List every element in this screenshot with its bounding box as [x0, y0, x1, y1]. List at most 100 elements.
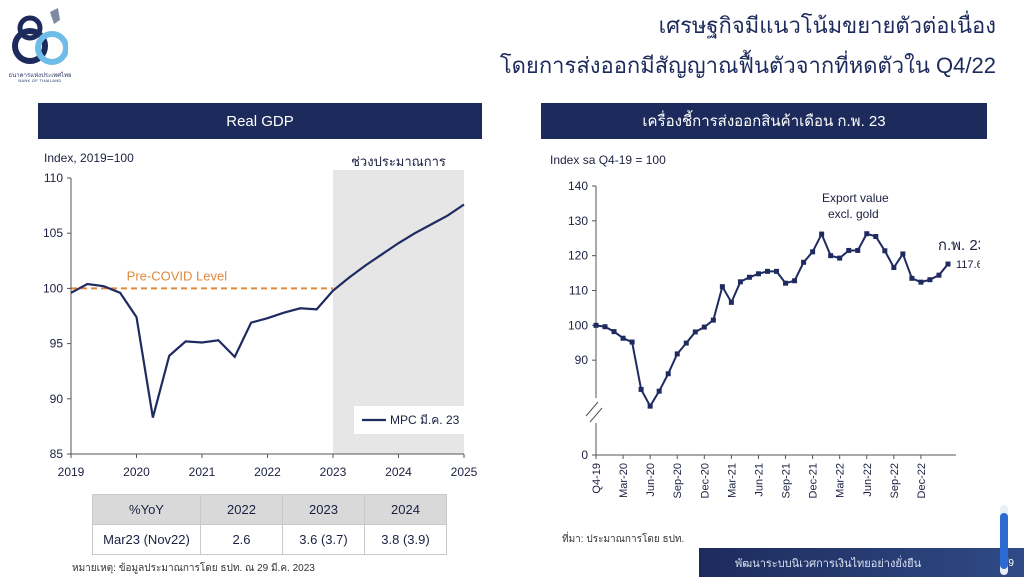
export-point [674, 351, 680, 357]
export-y-tick-label: 110 [569, 284, 588, 298]
export-point [656, 388, 662, 394]
export-x-tick-label: Jun-21 [753, 463, 765, 497]
footer-text: พัฒนาระบบนิเวศการเงินไทยอย่างยั่งยืน [735, 557, 922, 570]
slide-title-line1: เศรษฐกิจมีแนวโน้มขยายตัวต่อเนื่อง [658, 13, 996, 38]
export-point [728, 299, 734, 305]
gdp-x-tick-label: 2020 [123, 465, 150, 478]
table-header-cell: 2022 [200, 494, 283, 525]
gdp-panel-header: Real GDP [38, 103, 482, 139]
export-point [774, 268, 780, 274]
export-panel-header: เครื่องชี้การส่งออกสินค้าเดือน ก.พ. 23 [541, 103, 987, 139]
export-point [647, 403, 653, 409]
gdp-y-tick-label: 110 [44, 171, 63, 185]
gdp-x-tick-label: 2019 [58, 465, 85, 478]
export-point [810, 249, 816, 255]
export-point [638, 386, 644, 392]
export-point [882, 248, 888, 254]
export-point [620, 335, 626, 341]
footer-bar: พัฒนาระบบนิเวศการเงินไทยอย่างยั่งยืน 1/9 [699, 548, 1024, 577]
gdp-y-tick-label: 85 [50, 447, 64, 461]
export-y-tick-label: 100 [568, 318, 588, 332]
export-y-tick-label: 90 [575, 353, 589, 367]
export-y-tick-label: 130 [568, 214, 588, 228]
export-point [701, 324, 707, 330]
export-point [746, 274, 752, 280]
gdp-series-line [70, 203, 465, 418]
export-point [900, 251, 906, 257]
export-point [764, 268, 770, 274]
export-y-tick-label: 0 [581, 448, 588, 462]
yoy-table: %YoY 2022 2023 2024 Mar23 (Nov22) 2.6 3.… [92, 494, 447, 555]
export-x-tick-label: Jun-22 [862, 463, 874, 497]
export-point [864, 231, 870, 237]
export-point [792, 278, 798, 284]
logo-caption-thai: ธนาคารแห่งประเทศไทย [8, 73, 72, 79]
export-point [755, 271, 761, 277]
gdp-y-tick-label: 90 [50, 392, 64, 406]
export-point [891, 265, 897, 271]
export-point [846, 247, 852, 253]
table-cell: 3.8 (3.9) [364, 524, 447, 555]
export-point [783, 280, 789, 286]
export-x-tick-label: Q4-19 [591, 463, 603, 494]
gdp-x-tick-label: 2024 [385, 465, 412, 478]
export-point [801, 259, 807, 265]
table-cell: 3.6 (3.7) [282, 524, 365, 555]
export-point [593, 322, 599, 328]
export-x-tick-label: Dec-21 [808, 463, 820, 498]
export-annotation-line1: Export value [822, 191, 889, 205]
export-chart: Index sa Q4-19 = 100 Export value excl. … [550, 153, 980, 498]
export-point [629, 339, 635, 345]
export-point [855, 247, 861, 253]
slide-title-line2: โดยการส่งออกมีสัญญาณฟื้นตัวจากที่หดตัวใน… [499, 53, 996, 78]
export-point [665, 371, 671, 377]
export-x-tick-label: Dec-22 [916, 463, 928, 498]
gdp-y-tick-label: 100 [43, 281, 63, 295]
export-x-tick-label: Mar-21 [726, 463, 738, 498]
export-points [593, 231, 951, 409]
note-text: หมายเหตุ: ข้อมูลประมาณการโดย ธปท. ณ 29 ม… [72, 563, 315, 574]
last-point-label: ก.พ. 23 [938, 237, 980, 254]
table-header-cell: %YoY [92, 494, 201, 525]
export-x-tick-label: Sep-22 [889, 463, 901, 498]
export-point [837, 255, 843, 261]
source-text: ที่มา: ประมาณการโดย ธปท. [562, 534, 685, 545]
last-value-label: 117.6 [956, 259, 980, 271]
gdp-ylabel: Index, 2019=100 [44, 151, 134, 165]
export-point [719, 284, 725, 290]
gdp-x-tick-label: 2021 [189, 465, 216, 478]
axis-break-mark [589, 407, 603, 423]
vertical-scrollbar[interactable] [1000, 505, 1008, 575]
table-header-cell: 2024 [364, 494, 447, 525]
gdp-y-tick-label: 95 [50, 337, 64, 351]
export-point [828, 253, 834, 259]
export-point [909, 275, 915, 281]
scrollbar-thumb[interactable] [1000, 513, 1008, 569]
gdp-axes: 85 90 95 100 105 110 2019 2020 2021 2022 2023 2024 2… [43, 171, 478, 478]
export-point [918, 279, 924, 285]
export-point [936, 272, 942, 278]
export-point [692, 329, 698, 335]
export-y-tick-label: 120 [568, 249, 588, 263]
logo-caption-english: BANK OF THAILAND [18, 78, 62, 83]
gdp-legend: MPC มี.ค. 23 [354, 406, 478, 434]
export-point [927, 277, 933, 283]
pre-covid-label: Pre-COVID Level [127, 268, 228, 283]
table-header-cell: 2023 [282, 494, 365, 525]
table-row: Mar23 (Nov22) 2.6 3.6 (3.7) 3.8 (3.9) [92, 524, 447, 555]
table-cell: Mar23 (Nov22) [92, 524, 201, 555]
axis-break-mark [585, 401, 599, 417]
export-annotation-line2: excl. gold [828, 207, 879, 221]
export-point [737, 279, 743, 285]
gdp-y-tick-label: 105 [43, 226, 63, 240]
gdp-chart: Index, 2019=100 ช่วงประมาณการ Pre-COVID … [43, 151, 478, 478]
export-x-tick-label: Jun-20 [645, 463, 657, 497]
export-point [945, 261, 951, 267]
gdp-x-tick-label: 2023 [320, 465, 347, 478]
table-cell: 2.6 [200, 524, 283, 555]
export-point [819, 231, 825, 237]
gdp-x-tick-label: 2025 [451, 465, 478, 478]
bank-logo [8, 6, 69, 86]
export-series-line [595, 231, 949, 409]
export-point [710, 317, 716, 323]
